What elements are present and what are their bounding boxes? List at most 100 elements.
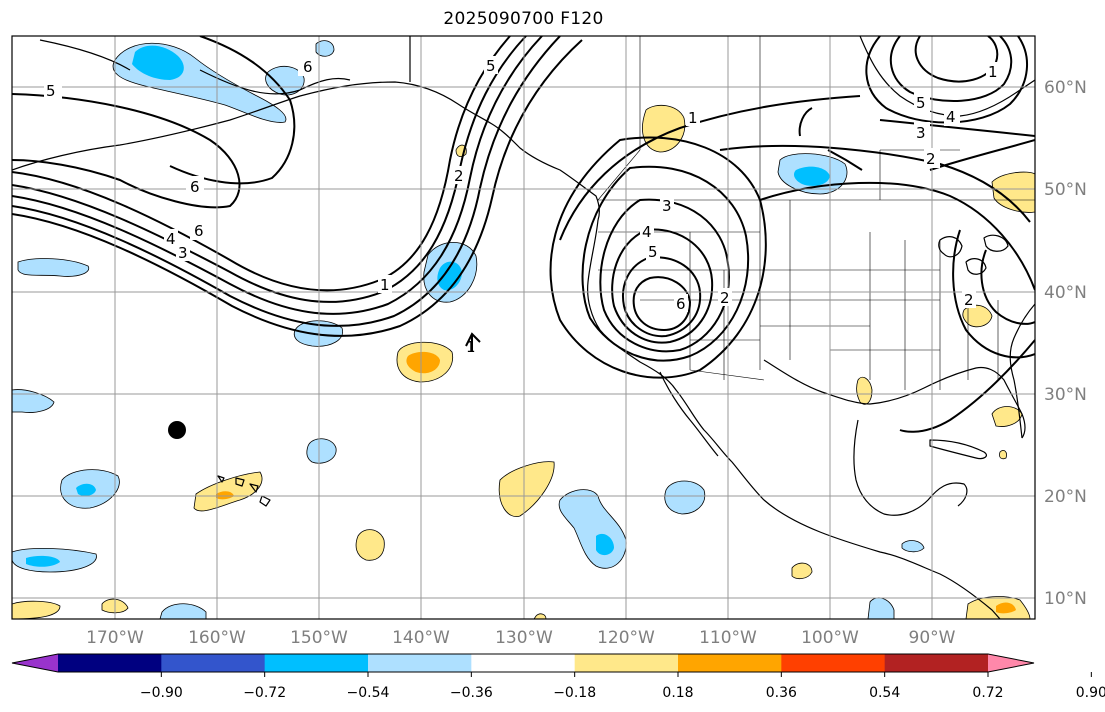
- contour-hook: [798, 107, 863, 171]
- atlantic-coast: [1009, 303, 1035, 439]
- longitude-label: 130°W: [495, 628, 553, 648]
- contour-label: 2: [454, 167, 464, 185]
- contour-label: 1: [380, 276, 390, 294]
- latitude-label: 10°N: [1044, 589, 1087, 609]
- colorbar: −0.90 −0.72 −0.54 −0.36 −0.18 0.18 0.36 0.54 0.7…: [11, 653, 1105, 701]
- cuba: [929, 439, 987, 460]
- contour-label: 6: [190, 178, 200, 196]
- contour-ridge-3: [12, 36, 543, 315]
- contour-low-1: [549, 136, 767, 379]
- latitude-label: 40°N: [1044, 283, 1087, 303]
- shade-blue-mid1-core: [437, 261, 462, 291]
- gulf-coast: [763, 359, 1026, 439]
- colorbar-tick-label: −0.18: [553, 685, 596, 701]
- coastlines: [12, 36, 1035, 619]
- contour-east-big: [759, 181, 1035, 433]
- shade-blue-s-mid-core: [596, 533, 614, 556]
- colorbar-tick-label: 0.54: [869, 685, 900, 701]
- grid-lines: [12, 36, 1035, 619]
- shade-blue-small-2: [306, 438, 337, 464]
- contour-low-6: [632, 276, 692, 332]
- contour-ridge-1: [12, 36, 511, 292]
- latitude-label: 20°N: [1044, 487, 1087, 507]
- alaska-south-coast: [12, 81, 600, 221]
- colorbar-tick-label: 0.90: [1076, 685, 1105, 701]
- contour-label: 6: [676, 295, 686, 313]
- contour-lines: [12, 36, 1035, 433]
- contour-ridge-4: [12, 36, 561, 327]
- colorbar-extend-high: [988, 654, 1034, 672]
- contour-label: 3: [178, 244, 188, 262]
- contour-label: 3: [916, 124, 926, 142]
- shade-yellow-mexico: [791, 562, 813, 580]
- contour-low-2: [581, 165, 750, 362]
- shade-yellow-gom-small: [999, 450, 1007, 460]
- colorbar-segment: [678, 654, 782, 672]
- colorbar-segment: [574, 654, 679, 672]
- longitude-label: 120°W: [597, 628, 655, 648]
- contour-hudson-low-3: [914, 36, 999, 83]
- colorbar-segment: [884, 654, 989, 672]
- shade-yellow-s2: [355, 529, 385, 561]
- contour-label: 4: [642, 223, 652, 241]
- contour-hudson-low-2: [890, 36, 1013, 102]
- shade-blue-se: [867, 597, 895, 619]
- contour-label: 5: [916, 94, 926, 112]
- shade-blue-west: [17, 258, 90, 277]
- shade-yellow-bottom-mid: [533, 613, 547, 619]
- contour-label: 1: [988, 63, 998, 81]
- colorbar-tick-label: −0.72: [243, 685, 286, 701]
- contour-label: 3: [662, 197, 672, 215]
- contour-6-north: [12, 93, 241, 209]
- colorbar-segment: [368, 654, 472, 672]
- shade-yellow-s1: [498, 461, 555, 517]
- latitude-axis: 60°N 50°N 40°N 30°N 20°N 10°N: [1044, 78, 1087, 609]
- colorbar-segment: [781, 654, 886, 672]
- marker-dot: [168, 421, 186, 439]
- shade-blue-kodiak: [265, 65, 305, 96]
- contour-label: 1: [466, 338, 476, 356]
- contour-6-upper: [169, 36, 296, 185]
- contour-label: 6: [194, 222, 204, 240]
- contour-label: 1: [688, 109, 698, 127]
- longitude-label: 160°W: [188, 628, 246, 648]
- longitude-label: 110°W: [699, 628, 757, 648]
- contour-label: 5: [648, 243, 658, 261]
- shade-blue-gulf-alaska-core: [132, 45, 184, 80]
- shade-blue-west2: [12, 389, 55, 413]
- mexico-gulf-coast: [853, 419, 968, 516]
- hudson-bay: [859, 36, 1035, 117]
- hawaii-islands: [217, 475, 271, 507]
- shade-orange-hawaii: [216, 491, 234, 500]
- contour-label: 5: [486, 57, 496, 75]
- shade-blue-bottom: [159, 603, 207, 619]
- colorbar-tick-label: 0.72: [972, 685, 1003, 701]
- contour-1-east: [559, 95, 1035, 241]
- colorbar-segment: [264, 654, 369, 672]
- longitude-axis: 170°W 160°W 150°W 140°W 130°W 120°W 110°…: [86, 628, 956, 648]
- shade-orange-mid: [406, 351, 440, 374]
- shade-blue-sw-core: [26, 555, 60, 567]
- contour-hudson-low-1: [865, 36, 1029, 124]
- shade-yellow-ne: [991, 171, 1035, 213]
- shade-blue-hawaii-w-core: [76, 483, 96, 497]
- colorbar-tick-label: −0.90: [140, 685, 183, 701]
- contour-label: 6: [303, 58, 313, 76]
- map-frame: [11, 35, 1036, 620]
- longitude-label: 100°W: [801, 628, 859, 648]
- contour-low-5: [622, 256, 702, 338]
- contour-label: 2: [720, 289, 730, 307]
- colorbar-tick-label: 0.18: [662, 685, 693, 701]
- contour-ridge-2: [12, 36, 527, 303]
- contour-east-dip: [952, 229, 1035, 359]
- contour-label: 5: [46, 82, 56, 100]
- shade-blue-dakota-core: [794, 166, 830, 186]
- colorbar-tick-label: −0.36: [450, 685, 493, 701]
- longitude-label: 140°W: [392, 628, 450, 648]
- latitude-label: 50°N: [1044, 180, 1087, 200]
- colorbar-tick-label: 0.36: [766, 685, 797, 701]
- longitude-label: 90°W: [909, 628, 956, 648]
- map-title: 2025090700 F120: [443, 9, 604, 29]
- latitude-label: 60°N: [1044, 78, 1087, 98]
- colorbar-outline: [11, 653, 1035, 673]
